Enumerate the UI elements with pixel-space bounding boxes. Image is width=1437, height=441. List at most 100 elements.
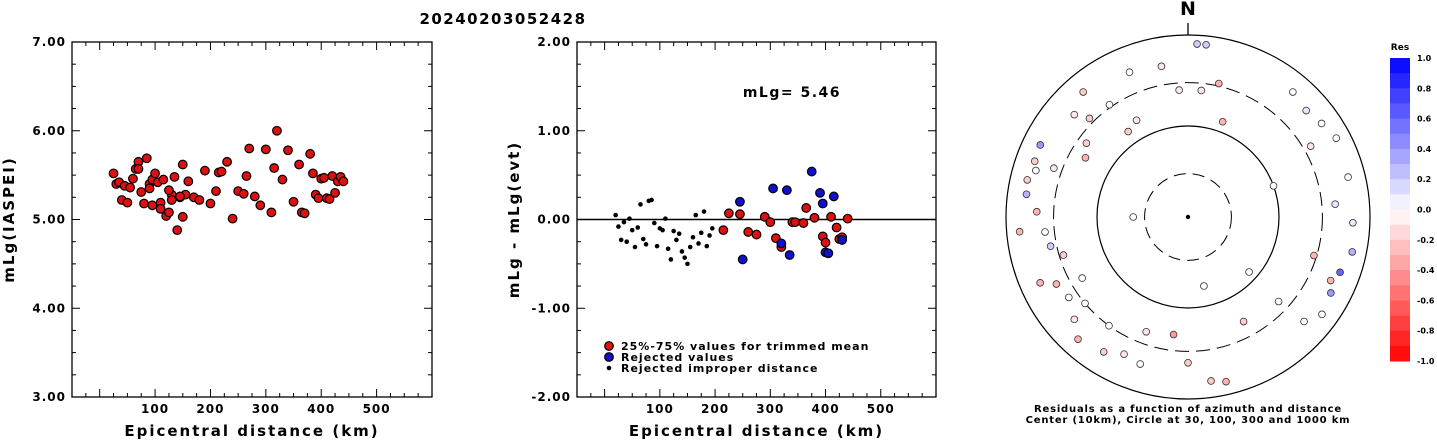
north-label: N (1180, 0, 1196, 20)
station-marker (1085, 114, 1094, 123)
station-marker (1081, 299, 1089, 308)
station-marker (1349, 218, 1357, 227)
data-point (283, 145, 293, 156)
colorbar-tick-label: -0.6 (1417, 296, 1435, 305)
y-tick-label: 0.00 (537, 213, 571, 227)
data-point (768, 183, 778, 194)
polar-residual-chart: N Residuals as a function of azimuth and … (1005, 0, 1435, 426)
x-tick-label: 100 (141, 402, 169, 416)
data-point (277, 174, 288, 185)
station-marker (1327, 289, 1335, 297)
data-point (319, 172, 329, 183)
colorbar-tick-label: 0.4 (1417, 145, 1432, 154)
data-point (133, 164, 144, 174)
data-point (790, 217, 801, 228)
data-point (828, 191, 839, 202)
data-point (238, 188, 249, 199)
colorbar-swatch (1390, 345, 1410, 362)
y-tick-label: 1.00 (537, 124, 571, 138)
colorbar-swatch (1390, 58, 1410, 74)
y-tick-label: 4.00 (32, 301, 66, 315)
station-marker (1032, 207, 1041, 216)
y-tick-label: -1.00 (531, 301, 571, 315)
data-point (627, 216, 632, 221)
y-tick-label: -2.00 (531, 390, 571, 404)
data-point (693, 212, 699, 218)
data-point (141, 153, 152, 164)
data-point (801, 203, 812, 213)
data-point (718, 225, 729, 236)
station-marker (1124, 127, 1132, 136)
data-point (177, 159, 188, 170)
station-marker (1022, 190, 1031, 199)
station-marker (1245, 268, 1253, 276)
colorbar-tick-label: 0.2 (1417, 175, 1431, 184)
data-point (817, 198, 828, 209)
data-point (166, 195, 177, 205)
station-marker (1318, 310, 1326, 319)
data-point (765, 217, 776, 228)
station-marker (1082, 139, 1091, 147)
station-marker (1157, 62, 1166, 71)
data-point (249, 191, 260, 202)
station-marker (1218, 117, 1227, 126)
data-point (723, 208, 734, 219)
station-marker (1302, 106, 1311, 115)
station-marker (1070, 315, 1079, 324)
data-point (679, 249, 685, 254)
data-point (169, 171, 180, 182)
station-marker (1099, 348, 1108, 356)
data-point (324, 194, 335, 204)
station-marker (1300, 317, 1308, 326)
data-point (164, 207, 174, 218)
data-point (809, 212, 820, 223)
station-marker (1079, 88, 1087, 96)
data-point (616, 224, 621, 229)
y-axis-title: mLg - mLg(evt) (505, 141, 523, 298)
legend-label: Rejected values (621, 351, 734, 364)
data-point (139, 198, 149, 209)
data-point (155, 203, 166, 214)
y-tick-label: 7.00 (32, 35, 66, 49)
y-tick-label: 6.00 (32, 124, 66, 138)
x-tick-label: 200 (701, 402, 729, 416)
colorbar-tick-label: 1.0 (1417, 54, 1432, 63)
data-point (172, 225, 183, 236)
data-point (308, 168, 318, 179)
colorbar-swatch (1390, 330, 1410, 347)
x-axis-title: Epicentral distance (km) (629, 422, 884, 440)
station-marker (1081, 154, 1090, 162)
station-marker (1105, 101, 1114, 109)
station-marker (1070, 110, 1079, 119)
colorbar-swatch (1390, 103, 1410, 120)
legend-label: Rejected improper distance (621, 362, 818, 375)
data-point (660, 227, 665, 233)
station-marker (1175, 86, 1183, 94)
station-marker (1289, 88, 1297, 96)
data-point (815, 187, 825, 198)
y-axis-title: mLg(IASPEI) (0, 156, 18, 282)
colorbar-swatch (1390, 194, 1410, 210)
data-point (175, 191, 185, 202)
station-marker (1310, 251, 1318, 260)
station-marker (1023, 176, 1032, 184)
data-point (685, 261, 690, 267)
data-point (710, 226, 715, 231)
data-point (272, 125, 282, 136)
colorbar-tick-label: -1.0 (1417, 357, 1435, 366)
polar-caption-line1: Residuals as a function of azimuth and d… (1034, 404, 1342, 415)
station-marker (1317, 119, 1326, 128)
colorbar-swatch (1390, 148, 1410, 165)
station-marker (1184, 358, 1192, 367)
data-point (842, 213, 853, 224)
data-point (613, 212, 618, 218)
data-point (751, 229, 762, 240)
data-point (294, 159, 304, 170)
colorbar-swatch (1390, 179, 1410, 195)
colorbar-swatch (1390, 285, 1410, 301)
colorbar-tick-label: -0.4 (1417, 266, 1435, 275)
station-marker (1344, 173, 1352, 181)
magnitude-vs-distance-chart: 3.00 4.00 5.00 6.00 7.00 100 200 300 400 500 Epice… (0, 35, 433, 440)
data-point (632, 244, 638, 250)
data-point (654, 243, 660, 249)
